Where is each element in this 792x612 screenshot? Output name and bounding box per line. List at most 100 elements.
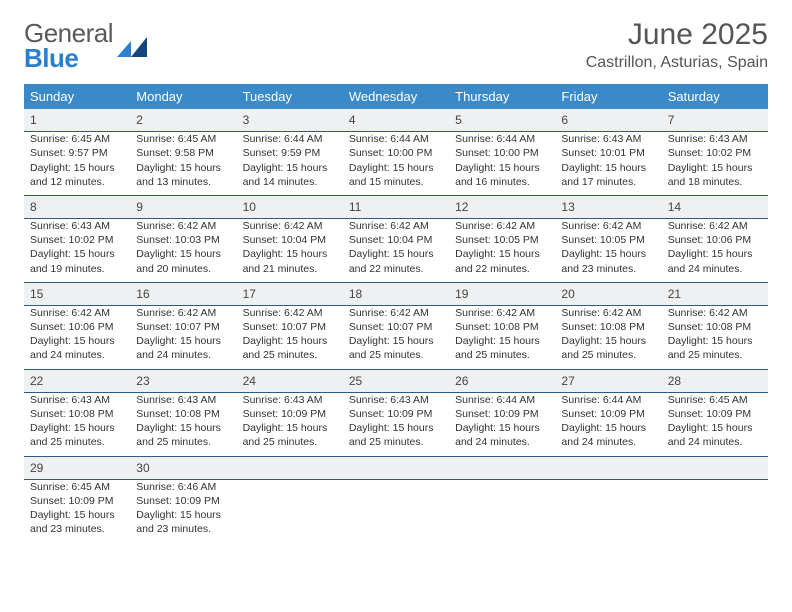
daylight-text: and 25 minutes. <box>455 348 551 362</box>
day-detail-cell: Sunrise: 6:45 AMSunset: 10:09 PMDaylight… <box>24 479 130 542</box>
daylight-text: Daylight: 15 hours <box>349 421 445 435</box>
sunset-text: Sunset: 10:09 PM <box>349 407 445 421</box>
logo-text: General Blue <box>24 18 113 74</box>
day-number-cell: 28 <box>662 369 768 392</box>
sunrise-text: Sunrise: 6:43 AM <box>30 219 126 233</box>
sunrise-text: Sunrise: 6:45 AM <box>136 132 232 146</box>
daylight-text: Daylight: 15 hours <box>455 334 551 348</box>
day-detail-cell: Sunrise: 6:42 AMSunset: 10:07 PMDaylight… <box>130 305 236 369</box>
day-header: Thursday <box>449 84 555 109</box>
daylight-text: Daylight: 15 hours <box>136 508 232 522</box>
daylight-text: and 22 minutes. <box>349 262 445 276</box>
sunset-text: Sunset: 10:09 PM <box>136 494 232 508</box>
title-block: June 2025 Castrillon, Asturias, Spain <box>586 18 768 72</box>
sunrise-text: Sunrise: 6:46 AM <box>136 480 232 494</box>
day-number-cell: 26 <box>449 369 555 392</box>
daylight-text: and 24 minutes. <box>455 435 551 449</box>
day-detail-cell: Sunrise: 6:42 AMSunset: 10:08 PMDaylight… <box>449 305 555 369</box>
daylight-text: and 23 minutes. <box>561 262 657 276</box>
daylight-text: and 25 minutes. <box>561 348 657 362</box>
daynum-row: 1234567 <box>24 109 768 132</box>
daylight-text: Daylight: 15 hours <box>668 421 764 435</box>
daylight-text: and 15 minutes. <box>349 175 445 189</box>
day-detail-cell: Sunrise: 6:42 AMSunset: 10:05 PMDaylight… <box>555 219 661 283</box>
day-detail-cell: Sunrise: 6:44 AMSunset: 10:00 PMDaylight… <box>449 132 555 196</box>
day-detail-cell <box>662 479 768 542</box>
sunset-text: Sunset: 10:05 PM <box>561 233 657 247</box>
sunrise-text: Sunrise: 6:44 AM <box>455 393 551 407</box>
daylight-text: Daylight: 15 hours <box>349 334 445 348</box>
day-detail-cell: Sunrise: 6:44 AMSunset: 10:09 PMDaylight… <box>449 392 555 456</box>
daylight-text: and 25 minutes. <box>136 435 232 449</box>
sunset-text: Sunset: 10:05 PM <box>455 233 551 247</box>
daylight-text: and 25 minutes. <box>30 435 126 449</box>
day-detail-cell: Sunrise: 6:44 AMSunset: 10:00 PMDaylight… <box>343 132 449 196</box>
daylight-text: Daylight: 15 hours <box>668 247 764 261</box>
day-detail-cell <box>343 479 449 542</box>
daylight-text: Daylight: 15 hours <box>136 421 232 435</box>
day-detail-cell <box>555 479 661 542</box>
sunrise-text: Sunrise: 6:42 AM <box>243 219 339 233</box>
daylight-text: and 24 minutes. <box>136 348 232 362</box>
sunset-text: Sunset: 10:01 PM <box>561 146 657 160</box>
sunrise-text: Sunrise: 6:42 AM <box>349 306 445 320</box>
sunrise-text: Sunrise: 6:45 AM <box>668 393 764 407</box>
sunset-text: Sunset: 10:08 PM <box>455 320 551 334</box>
day-number-cell: 13 <box>555 195 661 218</box>
day-header: Wednesday <box>343 84 449 109</box>
sunrise-text: Sunrise: 6:42 AM <box>455 306 551 320</box>
calendar-header-row: SundayMondayTuesdayWednesdayThursdayFrid… <box>24 84 768 109</box>
sunrise-text: Sunrise: 6:44 AM <box>561 393 657 407</box>
daylight-text: and 25 minutes. <box>243 435 339 449</box>
day-header: Saturday <box>662 84 768 109</box>
daylight-text: Daylight: 15 hours <box>30 161 126 175</box>
daylight-text: Daylight: 15 hours <box>243 161 339 175</box>
day-detail-cell: Sunrise: 6:43 AMSunset: 10:01 PMDaylight… <box>555 132 661 196</box>
day-header: Tuesday <box>237 84 343 109</box>
sunrise-text: Sunrise: 6:42 AM <box>243 306 339 320</box>
daylight-text: and 23 minutes. <box>30 522 126 536</box>
day-detail-cell: Sunrise: 6:45 AMSunset: 9:57 PMDaylight:… <box>24 132 130 196</box>
daylight-text: and 13 minutes. <box>136 175 232 189</box>
sunrise-text: Sunrise: 6:42 AM <box>136 306 232 320</box>
day-detail-cell: Sunrise: 6:42 AMSunset: 10:06 PMDaylight… <box>24 305 130 369</box>
sunset-text: Sunset: 10:09 PM <box>561 407 657 421</box>
sunrise-text: Sunrise: 6:43 AM <box>561 132 657 146</box>
day-header: Friday <box>555 84 661 109</box>
daylight-text: Daylight: 15 hours <box>30 508 126 522</box>
daylight-text: Daylight: 15 hours <box>561 421 657 435</box>
day-number-cell: 18 <box>343 282 449 305</box>
sunrise-text: Sunrise: 6:45 AM <box>30 132 126 146</box>
daylight-text: and 24 minutes. <box>668 435 764 449</box>
daylight-text: Daylight: 15 hours <box>243 247 339 261</box>
daylight-text: Daylight: 15 hours <box>455 161 551 175</box>
daylight-text: Daylight: 15 hours <box>668 334 764 348</box>
daylight-text: Daylight: 15 hours <box>136 161 232 175</box>
sunset-text: Sunset: 10:06 PM <box>30 320 126 334</box>
day-detail-cell: Sunrise: 6:46 AMSunset: 10:09 PMDaylight… <box>130 479 236 542</box>
day-number-cell <box>555 456 661 479</box>
day-number-cell: 23 <box>130 369 236 392</box>
day-detail-cell: Sunrise: 6:42 AMSunset: 10:04 PMDaylight… <box>237 219 343 283</box>
sunrise-text: Sunrise: 6:43 AM <box>243 393 339 407</box>
sunset-text: Sunset: 10:07 PM <box>136 320 232 334</box>
sunset-text: Sunset: 10:09 PM <box>668 407 764 421</box>
day-detail-cell: Sunrise: 6:42 AMSunset: 10:08 PMDaylight… <box>662 305 768 369</box>
day-number-cell <box>449 456 555 479</box>
detail-row: Sunrise: 6:45 AMSunset: 9:57 PMDaylight:… <box>24 132 768 196</box>
detail-row: Sunrise: 6:43 AMSunset: 10:08 PMDaylight… <box>24 392 768 456</box>
sunrise-text: Sunrise: 6:43 AM <box>136 393 232 407</box>
day-detail-cell: Sunrise: 6:44 AMSunset: 9:59 PMDaylight:… <box>237 132 343 196</box>
daylight-text: and 24 minutes. <box>561 435 657 449</box>
sunset-text: Sunset: 10:09 PM <box>30 494 126 508</box>
sunset-text: Sunset: 10:00 PM <box>349 146 445 160</box>
daylight-text: and 25 minutes. <box>349 435 445 449</box>
sunset-text: Sunset: 10:06 PM <box>668 233 764 247</box>
sunset-text: Sunset: 10:08 PM <box>668 320 764 334</box>
day-number-cell: 25 <box>343 369 449 392</box>
daylight-text: and 16 minutes. <box>455 175 551 189</box>
day-detail-cell: Sunrise: 6:42 AMSunset: 10:04 PMDaylight… <box>343 219 449 283</box>
sunrise-text: Sunrise: 6:43 AM <box>30 393 126 407</box>
sunrise-text: Sunrise: 6:42 AM <box>668 306 764 320</box>
sunset-text: Sunset: 10:07 PM <box>349 320 445 334</box>
